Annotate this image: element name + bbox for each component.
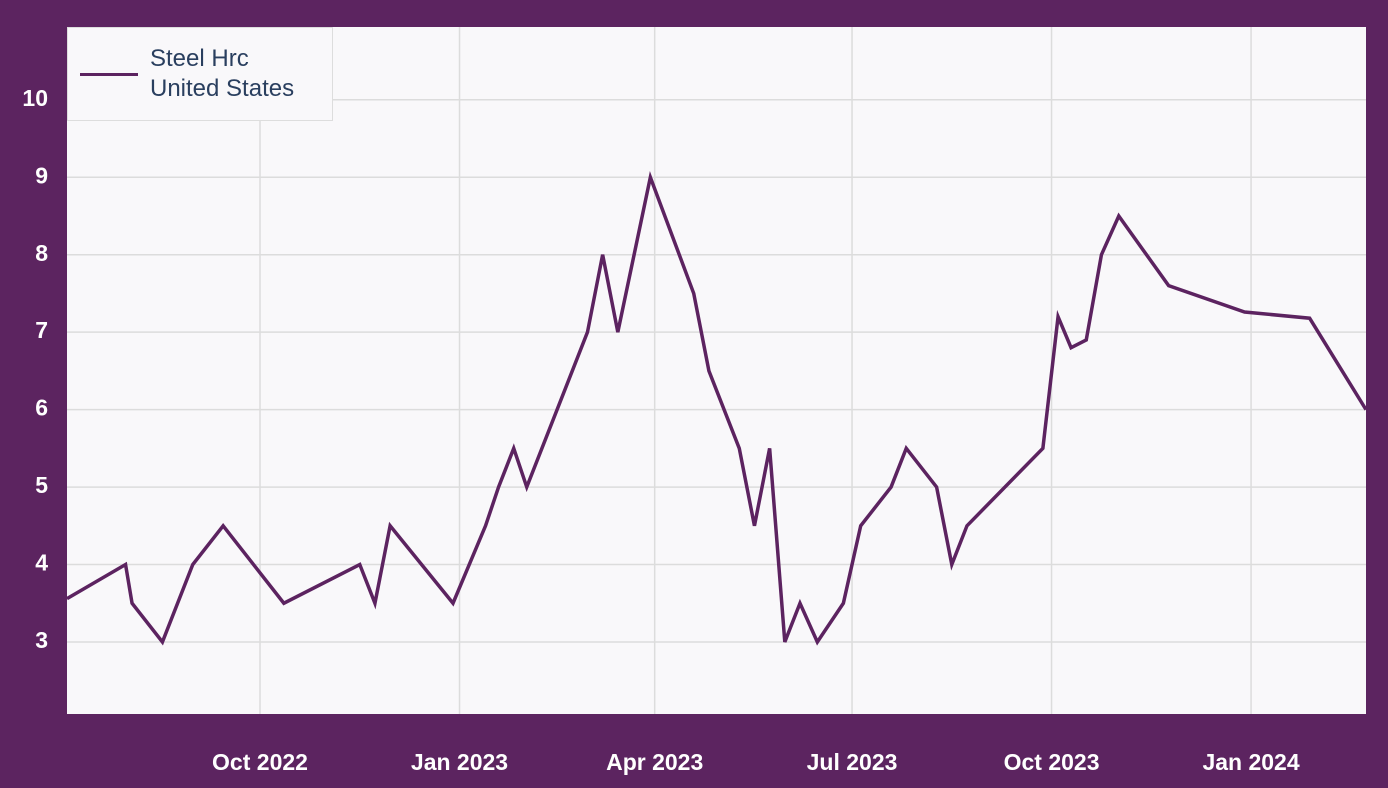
y-tick-label: 6 (35, 395, 48, 421)
x-tick-label: Jan 2024 (1202, 749, 1299, 775)
x-tick-label: Oct 2023 (1004, 749, 1100, 775)
y-tick-label: 4 (35, 550, 48, 576)
x-tick-label: Jan 2023 (411, 749, 508, 775)
x-tick-label: Apr 2023 (606, 749, 703, 775)
legend-swatch (80, 72, 138, 76)
y-tick-label: 3 (35, 627, 48, 653)
series-line (66, 170, 1368, 646)
y-tick-label: 9 (35, 162, 48, 188)
y-tick-label: 10 (22, 85, 48, 111)
x-tick-label: Oct 2022 (212, 749, 308, 775)
y-tick-label: 5 (35, 472, 48, 498)
y-tick-label: 8 (35, 240, 48, 266)
legend: Steel Hrc United States (67, 27, 333, 121)
x-tick-label: Jul 2023 (807, 749, 898, 775)
legend-label: Steel Hrc United States (150, 45, 295, 102)
y-tick-label: 7 (35, 317, 48, 343)
plot-area (67, 27, 1366, 714)
